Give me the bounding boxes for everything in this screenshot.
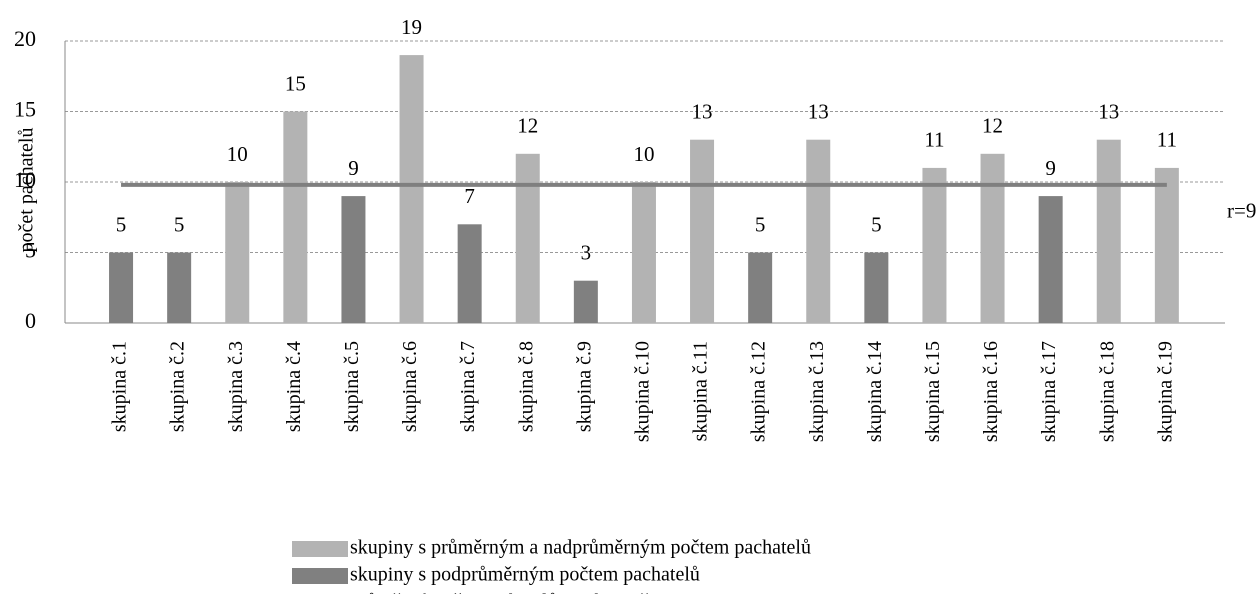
data-label: 3 [581, 241, 592, 265]
bar [980, 153, 1005, 323]
data-label: 13 [808, 100, 829, 124]
y-axis-label: počet pachatelů [16, 128, 38, 253]
annotation: r=9,8 [1227, 199, 1256, 223]
y-tick-label: 10 [14, 167, 36, 192]
data-label: 13 [1098, 100, 1119, 124]
y-tick-label: 20 [14, 26, 36, 51]
x-tick-label: skupina č.13 [806, 341, 828, 442]
x-tick-label: skupina č.16 [980, 341, 1002, 442]
x-tick-label: skupina č.17 [1038, 341, 1060, 442]
bar [1038, 196, 1063, 323]
data-label: 5 [174, 212, 185, 236]
data-label: 7 [464, 184, 475, 208]
bar [167, 252, 192, 323]
y-tick-label: 15 [14, 97, 36, 122]
data-label: 5 [871, 212, 882, 236]
data-label: 15 [285, 71, 306, 95]
data-label: 13 [692, 100, 713, 124]
x-tick-label: skupina č.7 [457, 341, 479, 432]
y-tick-label: 0 [25, 308, 36, 333]
x-tick-label: skupina č.8 [515, 341, 537, 432]
x-tick-label: skupina č.18 [1096, 341, 1118, 442]
bar [109, 252, 134, 323]
data-label: 19 [401, 15, 422, 39]
data-label: 11 [1157, 128, 1177, 152]
bar [573, 280, 598, 323]
legend-swatch [292, 568, 348, 584]
x-tick-label: skupina č.2 [167, 341, 189, 432]
legend-label: průměrný počet pachatelů ve skupině [350, 591, 649, 594]
x-tick-label: skupina č.5 [341, 341, 363, 432]
bar [922, 167, 947, 323]
bar [1154, 167, 1179, 323]
x-tick-label: skupina č.19 [1154, 341, 1176, 442]
bar [1096, 139, 1121, 323]
x-tick-label: skupina č.6 [399, 341, 421, 432]
legend-label: skupiny s průměrným a nadprůměrným počte… [350, 537, 811, 559]
bar [631, 182, 656, 323]
legend-label: skupiny s podprůměrným počtem pachatelů [350, 564, 700, 586]
bar [225, 182, 250, 323]
bar [341, 196, 366, 323]
x-tick-label: skupina č.10 [632, 341, 654, 442]
x-tick-label: skupina č.14 [864, 341, 886, 442]
data-label: 9 [348, 156, 359, 180]
data-label: 5 [755, 212, 766, 236]
data-label: 10 [227, 142, 248, 166]
bar [806, 139, 831, 323]
data-label: 10 [633, 142, 654, 166]
bar [457, 224, 482, 323]
bar [690, 139, 715, 323]
bar [748, 252, 773, 323]
x-tick-label: skupina č.1 [109, 341, 131, 432]
bar [515, 153, 540, 323]
x-tick-label: skupina č.15 [922, 341, 944, 442]
bar [399, 55, 424, 323]
data-label: 9 [1045, 156, 1056, 180]
bar [283, 111, 308, 323]
data-label: 11 [924, 128, 944, 152]
x-tick-label: skupina č.9 [573, 341, 595, 432]
x-tick-label: skupina č.4 [283, 341, 305, 432]
data-label: 5 [116, 212, 127, 236]
data-label: 12 [517, 114, 538, 138]
x-tick-label: skupina č.3 [225, 341, 247, 432]
x-tick-label: skupina č.11 [690, 341, 712, 441]
data-label: 12 [982, 114, 1003, 138]
bar [864, 252, 889, 323]
x-tick-label: skupina č.12 [748, 341, 770, 442]
legend-swatch [292, 541, 348, 557]
y-tick-label: 5 [25, 238, 36, 263]
